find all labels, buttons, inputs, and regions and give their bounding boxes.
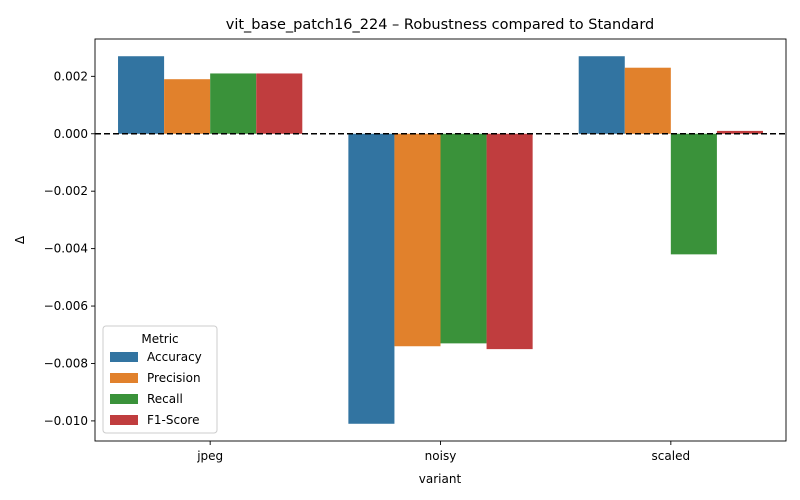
y-tick-label: −0.008 bbox=[44, 356, 88, 370]
bar-noisy-f1-score bbox=[486, 133, 533, 350]
x-tick-label: noisy bbox=[425, 449, 457, 463]
chart-title: vit_base_patch16_224 – Robustness compar… bbox=[226, 17, 654, 33]
legend-swatch-precision bbox=[110, 373, 138, 383]
plot-area: 0.002 0.000 −0.002 −0.004 −0.006 −0.008 −0.010… bbox=[44, 38, 787, 463]
y-axis-label: Δ bbox=[13, 235, 27, 244]
bar-scaled-f1-score bbox=[716, 130, 763, 134]
bar-scaled-precision bbox=[624, 67, 671, 134]
bar-jpeg-accuracy bbox=[118, 56, 165, 134]
bar-scaled-recall bbox=[670, 133, 717, 255]
x-tick-label: scaled bbox=[652, 449, 691, 463]
bar-jpeg-precision bbox=[164, 79, 211, 134]
legend-label-precision: Precision bbox=[147, 371, 201, 385]
legend-label-f1-score: F1-Score bbox=[147, 413, 199, 427]
legend: Metric Accuracy Precision Recall F1-Score bbox=[102, 325, 218, 434]
legend-label-accuracy: Accuracy bbox=[147, 350, 202, 364]
bar-noisy-recall bbox=[440, 133, 487, 344]
x-axis-label: variant bbox=[419, 472, 462, 486]
y-tick-label: 0.002 bbox=[54, 69, 88, 83]
y-tick-label: −0.002 bbox=[44, 184, 88, 198]
legend-swatch-accuracy bbox=[110, 352, 138, 362]
bar-jpeg-recall bbox=[210, 73, 257, 134]
bar-scaled-accuracy bbox=[578, 56, 625, 134]
legend-title: Metric bbox=[141, 332, 178, 346]
y-tick-label: −0.004 bbox=[44, 242, 88, 256]
legend-swatch-recall bbox=[110, 394, 138, 404]
legend-swatch-f1-score bbox=[110, 415, 138, 425]
y-tick-label: −0.010 bbox=[44, 414, 88, 428]
legend-label-recall: Recall bbox=[147, 392, 183, 406]
bar-noisy-accuracy bbox=[348, 133, 395, 424]
y-tick-label: 0.000 bbox=[54, 127, 88, 141]
x-tick-label: jpeg bbox=[196, 449, 223, 463]
y-tick-label: −0.006 bbox=[44, 299, 88, 313]
bar-noisy-precision bbox=[394, 133, 441, 347]
bar-jpeg-f1-score bbox=[256, 73, 303, 134]
